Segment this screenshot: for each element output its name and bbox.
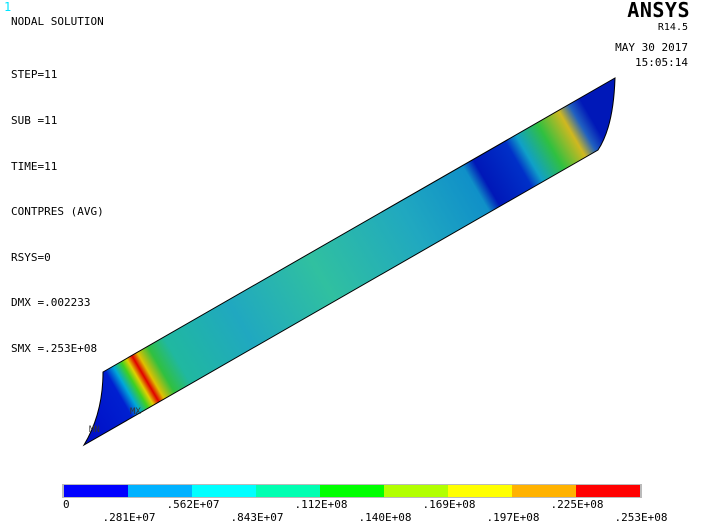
legend-swatch (576, 485, 640, 497)
legend-swatch (128, 485, 192, 497)
info-time: TIME=11 (11, 159, 58, 173)
legend-label: .281E+07 (102, 511, 156, 524)
min-marker: MN (89, 425, 100, 435)
date-label: MAY 30 2017 (615, 41, 688, 54)
legend-label: 0 (63, 498, 70, 511)
time-label: 15:05:14 (635, 56, 688, 69)
info-rsys: RSYS=0 (11, 250, 51, 264)
legend-label: .225E+08 (550, 498, 604, 511)
legend-label: .843E+07 (230, 511, 284, 524)
model-surface (82, 77, 616, 447)
legend-label: .253E+08 (614, 511, 668, 524)
legend-swatch (512, 485, 576, 497)
release-label: R14.5 (657, 22, 688, 33)
legend-swatch (384, 485, 448, 497)
legend-swatch (64, 485, 128, 497)
info-result: CONTPRES (AVG) (11, 205, 104, 219)
legend-swatch (448, 485, 512, 497)
info-sub: SUB =11 (11, 114, 58, 128)
info-step: STEP=11 (11, 68, 58, 82)
info-dmx: DMX =.002233 (11, 296, 91, 310)
legend-swatch (320, 485, 384, 497)
legend-swatch (256, 485, 320, 497)
legend-label: .169E+08 (422, 498, 476, 511)
legend-swatch (192, 485, 256, 497)
legend-label: .112E+08 (294, 498, 348, 511)
legend-label: .197E+08 (486, 511, 540, 524)
window-number: 1 (4, 0, 12, 14)
max-marker: MX (130, 407, 141, 417)
legend-label: .140E+08 (358, 511, 412, 524)
info-lines: STEP=11 SUB =11 TIME=11 CONTPRES (AVG) R… (11, 37, 104, 371)
ansys-logo: ANSYS (627, 0, 690, 22)
legend-label: .562E+07 (166, 498, 220, 511)
contour-legend-bar (62, 484, 642, 498)
info-smx: SMX =.253E+08 (11, 342, 98, 356)
info-title: NODAL SOLUTION (11, 15, 104, 28)
